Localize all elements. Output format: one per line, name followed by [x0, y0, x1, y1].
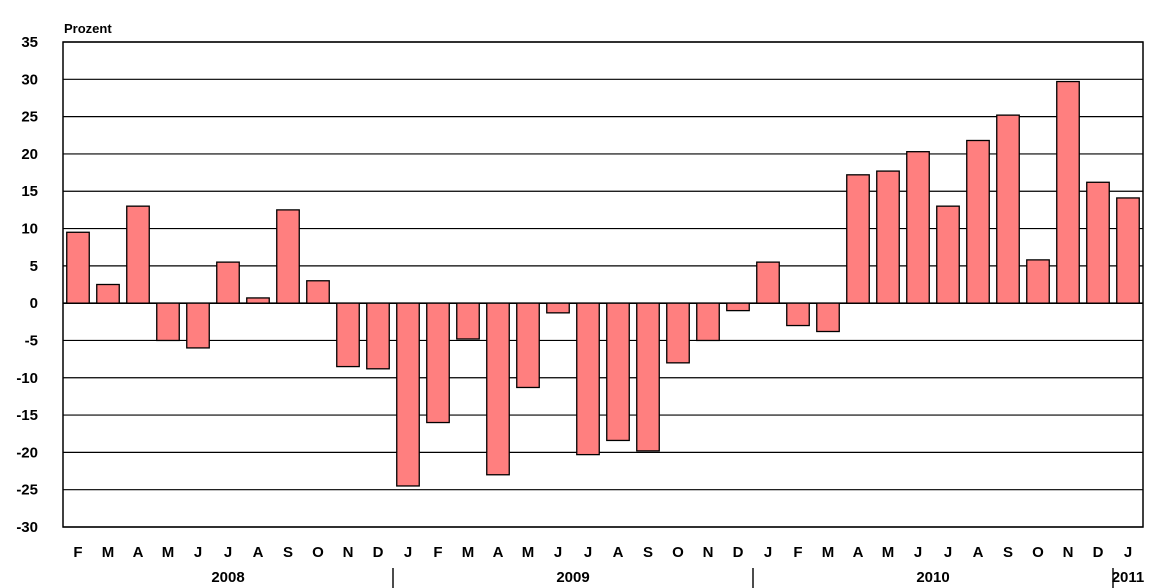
bars	[66, 80, 1140, 487]
y-tick-label: 35	[21, 34, 38, 51]
x-tick-label: F	[433, 544, 442, 561]
bar	[576, 302, 600, 456]
bar	[906, 151, 930, 304]
bar	[546, 302, 570, 314]
y-tick-label: 10	[21, 221, 38, 238]
x-tick-label: A	[493, 544, 504, 561]
bar	[456, 302, 480, 340]
x-tick-label: J	[554, 544, 562, 561]
bar	[426, 302, 450, 424]
x-tick-label: D	[373, 544, 384, 561]
x-tick-label: M	[162, 544, 175, 561]
x-tick-label: M	[462, 544, 475, 561]
y-tick-label: 20	[21, 146, 38, 163]
x-tick-label: M	[522, 544, 535, 561]
y-tick-label: -10	[16, 370, 38, 387]
x-tick-label: J	[194, 544, 202, 561]
x-tick-label: O	[312, 544, 324, 561]
y-tick-label: 30	[21, 71, 38, 88]
y-tick-labels: 35 30 25 20 15 10 5 0 -5 -10 -15 -20 -25 -30	[16, 34, 38, 536]
x-tick-label: O	[672, 544, 684, 561]
bar	[66, 231, 90, 304]
bar	[816, 302, 840, 333]
bar	[516, 302, 540, 389]
bar	[366, 302, 390, 370]
x-tick-label: M	[102, 544, 115, 561]
bar	[156, 302, 180, 342]
x-tick-label: J	[404, 544, 412, 561]
bar	[846, 174, 870, 304]
x-tick-label: N	[1063, 544, 1074, 561]
bar	[936, 205, 960, 304]
y-tick-label: 5	[30, 258, 38, 275]
x-tick-label: A	[973, 544, 984, 561]
y-tick-label: -30	[16, 519, 38, 536]
bar	[276, 209, 300, 304]
bar	[756, 261, 780, 304]
bar	[96, 283, 120, 304]
bar	[1026, 259, 1050, 304]
x-tick-label: J	[764, 544, 772, 561]
bar	[396, 302, 420, 487]
x-tick-label: F	[793, 544, 802, 561]
bar	[186, 302, 210, 349]
x-tick-label: A	[133, 544, 144, 561]
x-tick-label: S	[283, 544, 293, 561]
bar	[666, 302, 690, 364]
x-tick-label: F	[73, 544, 82, 561]
year-label: 2008	[211, 569, 244, 586]
bar	[786, 302, 810, 327]
x-tick-label: D	[733, 544, 744, 561]
y-axis-label: Prozent	[64, 21, 112, 36]
bar	[486, 302, 510, 476]
bar	[996, 114, 1020, 304]
x-tick-label: A	[253, 544, 264, 561]
bar	[636, 302, 660, 452]
bar	[306, 280, 330, 304]
x-tick-label: A	[613, 544, 624, 561]
bar	[726, 302, 750, 312]
x-tick-label: J	[584, 544, 592, 561]
x-tick-label: J	[914, 544, 922, 561]
y-tick-label: -25	[16, 482, 38, 499]
y-tick-label: 15	[21, 183, 38, 200]
x-tick-label: A	[853, 544, 864, 561]
x-tick-label: J	[944, 544, 952, 561]
x-tick-label: S	[1003, 544, 1013, 561]
year-labels: 2008 2009 2010 2011	[211, 568, 1144, 588]
year-label: 2011	[1112, 569, 1145, 586]
y-tick-label: 25	[21, 109, 38, 126]
bar	[336, 302, 360, 368]
bar	[606, 302, 630, 442]
x-tick-label: N	[703, 544, 714, 561]
plot-frame	[62, 41, 1144, 528]
bar	[1086, 181, 1110, 304]
year-label: 2009	[556, 569, 589, 586]
x-tick-label: J	[224, 544, 232, 561]
bar	[696, 302, 720, 342]
bar	[966, 139, 990, 304]
bar	[216, 261, 240, 304]
x-tick-label: J	[1124, 544, 1132, 561]
bar	[1116, 197, 1140, 304]
x-tick-label: M	[822, 544, 835, 561]
bar	[1056, 80, 1080, 304]
x-tick-label: S	[643, 544, 653, 561]
bar	[126, 205, 150, 304]
y-tick-label: -20	[16, 444, 38, 461]
x-tick-label: D	[1093, 544, 1104, 561]
y-tick-label: 0	[30, 295, 38, 312]
y-tick-label: -15	[16, 407, 38, 424]
x-tick-label: N	[343, 544, 354, 561]
x-tick-label: O	[1032, 544, 1044, 561]
year-label: 2010	[916, 569, 949, 586]
y-tick-label: -5	[25, 332, 38, 349]
x-tick-label: M	[882, 544, 895, 561]
bar	[876, 170, 900, 304]
bar	[246, 297, 270, 304]
